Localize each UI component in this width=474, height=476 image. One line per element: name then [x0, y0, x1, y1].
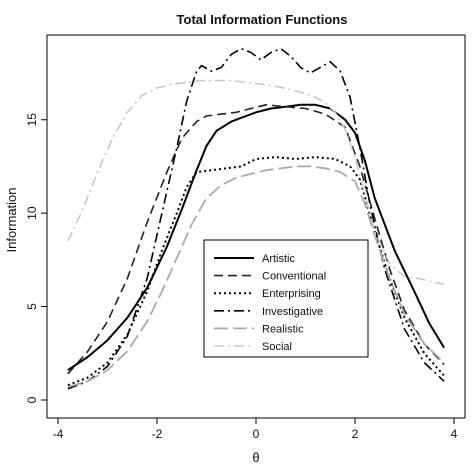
y-tick-label: 5 [25, 303, 39, 310]
legend-label-conventional: Conventional [262, 271, 326, 283]
x-tick-label: 2 [352, 427, 359, 441]
legend-box [203, 239, 369, 358]
legend-label-artistic: Artistic [262, 253, 296, 265]
series-line-artistic [67, 103, 445, 371]
series-line-enterprising [67, 156, 445, 387]
x-tick-label: 4 [451, 427, 458, 441]
x-tick-label: 0 [253, 427, 260, 441]
legend-label-investigative: Investigative [262, 306, 323, 318]
y-axis-label: Information [4, 187, 19, 252]
y-tick-label: 0 [25, 396, 39, 403]
x-axis: -4 -2 0 2 4 [53, 418, 458, 441]
series-line-social [67, 79, 445, 285]
chart-title: Total Information Functions [177, 12, 348, 27]
legend-label-enterprising: Enterprising [262, 288, 321, 300]
x-axis-label: θ [252, 450, 259, 465]
y-axis: 0 5 10 15 [25, 113, 47, 403]
series-line-investigative [67, 47, 445, 390]
plot-area-frame [46, 34, 466, 419]
y-tick-label: 10 [25, 206, 39, 220]
x-tick-label: -2 [152, 427, 163, 441]
series-line-conventional [67, 104, 445, 375]
series-line-realistic [67, 165, 445, 388]
legend-label-social: Social [262, 341, 292, 353]
legend: Artistic Conventional Enterprising Investig… [203, 239, 369, 358]
x-tick-label: -4 [53, 427, 64, 441]
legend-label-realistic: Realistic [262, 323, 304, 335]
y-tick-label: 15 [25, 113, 39, 127]
series-layer [67, 47, 445, 390]
